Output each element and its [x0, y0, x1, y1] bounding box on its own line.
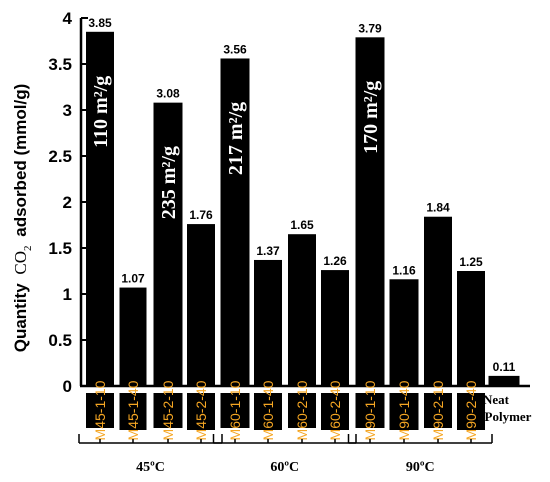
group-bracket: 60ºC: [212, 434, 357, 475]
bar-value-label: 0.11: [493, 360, 516, 374]
bar: [321, 270, 349, 386]
bar-label-box: [187, 393, 215, 430]
bar-category-label: M45-1-40: [125, 380, 141, 440]
bar-value-label: 3.08: [156, 87, 180, 101]
bar: [355, 37, 385, 386]
bar: [389, 279, 419, 386]
y-axis-title: Quantity CO2 adsorbed (mmol/g): [11, 84, 35, 353]
bar-value-label: 1.84: [426, 201, 450, 215]
bar-group: 1.16 M90-1-40: [389, 263, 419, 440]
bar: [119, 287, 147, 386]
bar: [457, 271, 485, 386]
bar-group: 1.25 M90-2-40: [457, 255, 485, 440]
bar-group: 1.26 M60-2-40: [321, 254, 349, 440]
bar-value-label: 1.07: [121, 272, 145, 286]
bar-value-label: 1.16: [392, 263, 416, 277]
bar-group: 1.37 M60-1-40: [254, 244, 282, 440]
bar-category-label: M60-1-40: [260, 380, 276, 440]
bar-group: 1.65 M60-2-10: [288, 218, 316, 440]
bar-label-box: [86, 393, 114, 428]
bar-value-label: 3.85: [88, 16, 112, 30]
bar: [488, 375, 520, 386]
bar-group: 3.56 217 m²/g M60-1-10: [220, 42, 250, 440]
bar: [254, 259, 282, 386]
bar-category-label: M60-2-10: [294, 380, 310, 440]
y-axis-title-prefix: Quantity: [11, 283, 30, 352]
bar-category-label: M90-2-40: [463, 380, 479, 440]
y-tick-label: 3: [63, 101, 72, 120]
bar: [187, 224, 215, 386]
bar-value-label: 1.65: [290, 218, 314, 232]
bar-category-label: M45-1-10: [92, 380, 108, 440]
bar: [220, 58, 250, 386]
y-tick-label: 0: [63, 377, 72, 396]
bar-value-label: 1.26: [323, 254, 347, 268]
group-bracket: 90ºC: [347, 434, 493, 475]
bar-label-box: [254, 393, 282, 430]
y-axis-title-co2: CO: [11, 251, 30, 275]
group-label: 60ºC: [270, 460, 299, 475]
bar-category-label: M45-2-10: [160, 380, 176, 440]
bar-group: 3.08 235 m²/g M45-2-10: [153, 87, 183, 440]
bar-label-box: [389, 393, 419, 430]
surface-area-label: 217 m²/g: [225, 102, 247, 175]
bar-category-label: M90-1-10: [362, 380, 378, 440]
bar-series: 3.85 110 m²/g M45-1-10 1.07 M45-1-40 3.08 235 …: [86, 16, 532, 440]
bar: [86, 31, 114, 387]
bar-group: 1.07 M45-1-40: [119, 272, 147, 440]
bar-group: 3.85 110 m²/g M45-1-10: [86, 16, 114, 440]
bar-value-label: 3.56: [223, 42, 247, 56]
y-axis-title-subscript: 2: [22, 245, 34, 251]
bar-group: 0.11 Neat Polymer: [483, 360, 532, 424]
bar-value-label: 1.25: [459, 255, 483, 269]
bar-label-box: [220, 393, 250, 428]
temperature-groups: 45ºC 60ºC 90ºC: [78, 434, 493, 475]
y-tick-label: 2.5: [48, 147, 72, 166]
y-axis-title-suffix: adsorbed (mmol/g): [11, 84, 30, 237]
bar-label-box: [153, 393, 183, 428]
y-tick-label: 0.5: [48, 331, 72, 350]
bar-category-label: M90-2-10: [430, 380, 446, 440]
y-tick-label: 2: [63, 193, 72, 212]
bar-value-label: 1.37: [256, 244, 280, 258]
y-tick-label: 3.5: [48, 55, 72, 74]
bar-category-label: M45-2-40: [193, 380, 209, 440]
group-label: 45ºC: [136, 460, 165, 475]
surface-area-label: 235 m²/g: [158, 146, 180, 219]
y-tick-label: 1: [63, 285, 72, 304]
bar-group: 3.79 170 m²/g M90-1-10: [355, 21, 385, 440]
bar: [424, 216, 452, 386]
surface-area-label: 110 m²/g: [90, 76, 112, 148]
bar-category-label: M60-1-10: [227, 380, 243, 440]
bar: [153, 102, 183, 386]
bar-label-box: [355, 393, 385, 428]
group-label: 90ºC: [406, 460, 435, 475]
bar-category-label: Neat Polymer: [483, 392, 532, 424]
bar-group: 1.84 M90-2-10: [424, 201, 452, 440]
bar-label-box: [457, 393, 485, 430]
bar: [288, 234, 316, 386]
bar-value-label: 3.79: [358, 21, 382, 35]
bar-value-label: 1.76: [189, 208, 213, 222]
bar-label-box: [321, 393, 349, 430]
bar-group: 1.76 M45-2-40: [187, 208, 215, 440]
y-tick-label: 4: [63, 9, 73, 28]
surface-area-label: 170 m²/g: [360, 81, 382, 154]
bar-category-label: M90-1-40: [396, 380, 412, 440]
bar-category-label: M60-2-40: [327, 380, 343, 440]
bar-label-box: [288, 393, 316, 428]
group-bracket: 45ºC: [78, 434, 223, 475]
bar-label-box: [119, 393, 147, 430]
y-tick-label: 1.5: [48, 239, 72, 258]
bar-label-box: [424, 393, 452, 428]
y-axis-ticks: 0 0.5 1 1.5 2 2.5 3 3.5 4: [48, 9, 88, 396]
